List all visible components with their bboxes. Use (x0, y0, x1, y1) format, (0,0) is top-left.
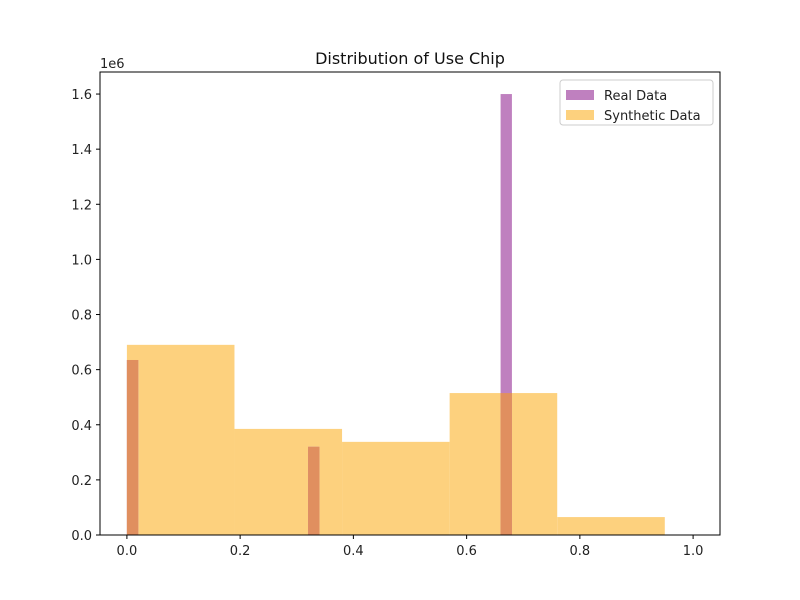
synthetic-data-bar-4 (557, 517, 665, 535)
legend-label-0: Real Data (604, 89, 667, 104)
y-tick-label-0: 0.0 (71, 529, 92, 544)
overlap-bar-0 (126, 359, 139, 535)
bars-layer (126, 94, 665, 536)
plot-frame (99, 71, 721, 536)
chart-title: Distribution of Use Chip (315, 49, 505, 68)
real-data-bar-2 (500, 94, 512, 536)
synthetic-data-bar-0 (126, 344, 235, 535)
synthetic-data-bar-2 (342, 441, 450, 535)
x-tick-label-1: 0.2 (230, 544, 251, 559)
legend-label-1: Synthetic Data (604, 109, 701, 124)
x-tick-label-5: 1.0 (683, 544, 704, 559)
y-tick-label-6: 1.2 (71, 198, 92, 213)
x-tick-label-4: 0.8 (570, 544, 591, 559)
y-tick-label-8: 1.6 (71, 88, 92, 103)
legend-swatch-0 (566, 90, 594, 100)
y-tick-label-5: 1.0 (71, 253, 92, 268)
x-tick-label-3: 0.6 (456, 544, 477, 559)
y-tick-label-1: 0.2 (71, 474, 92, 489)
x-tick-label-0: 0.0 (117, 544, 138, 559)
legend-box (559, 79, 714, 126)
overlap-bar-1 (308, 446, 320, 535)
overlap-bar-2 (500, 393, 512, 535)
y-tick-label-4: 0.8 (71, 309, 92, 324)
axes-layer: 0.0 0.2 0.4 0.6 0.8 1.0 0.0 0.2 0.4 0.6 0.8 1.0 1.2 1… (71, 71, 721, 559)
y-axis-offset-label: 1e6 (100, 57, 125, 72)
legend-swatch-1 (566, 110, 594, 120)
legend: Real Data Synthetic Data (559, 79, 714, 126)
synthetic-data-bar-1 (234, 428, 343, 535)
x-tick-label-2: 0.4 (343, 544, 364, 559)
y-tick-label-7: 1.4 (71, 143, 92, 158)
y-tick-label-3: 0.6 (71, 364, 92, 379)
y-tick-label-2: 0.4 (71, 419, 92, 434)
